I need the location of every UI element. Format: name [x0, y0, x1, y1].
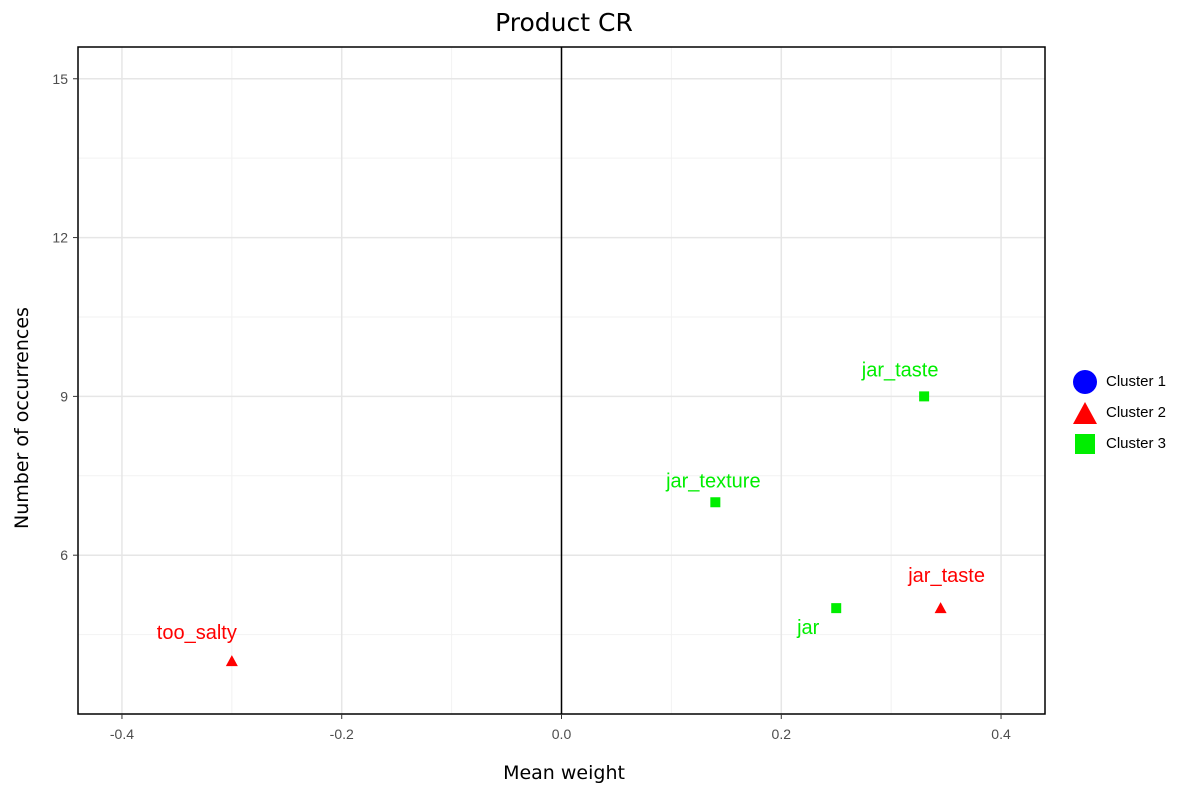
- x-tick-label: 0.4: [991, 726, 1011, 742]
- legend: Cluster 1 Cluster 2 Cluster 3: [1072, 366, 1166, 459]
- square-icon: [1072, 431, 1098, 457]
- legend-item-cluster-1: Cluster 1: [1072, 366, 1166, 397]
- legend-label: Cluster 2: [1106, 404, 1167, 421]
- x-tick-label: -0.2: [330, 726, 354, 742]
- x-tick-label: 0.2: [772, 726, 792, 742]
- legend-label: Cluster 1: [1106, 373, 1167, 390]
- data-point: [225, 655, 238, 667]
- point-label: jar: [796, 617, 820, 639]
- y-tick-label: 12: [52, 230, 68, 246]
- data-point: [919, 391, 930, 402]
- y-axis-label: Number of occurrences: [11, 307, 33, 529]
- point-label: jar_taste: [907, 565, 985, 587]
- point-label: jar_taste: [861, 359, 939, 381]
- circle-icon: [1072, 369, 1098, 395]
- x-tick-label: -0.4: [110, 726, 134, 742]
- x-tick-label: 0.0: [552, 726, 572, 742]
- legend-label: Cluster 3: [1106, 435, 1167, 452]
- y-tick-label: 6: [60, 547, 68, 563]
- x-axis-label: Mean weight: [503, 762, 625, 784]
- data-point: [710, 497, 721, 508]
- y-tick-label: 15: [52, 71, 68, 87]
- chart-title: Product CR: [495, 8, 633, 37]
- legend-item-cluster-2: Cluster 2: [1072, 397, 1166, 428]
- point-label: too_salty: [157, 622, 237, 644]
- point-label: jar_texture: [665, 470, 761, 492]
- triangle-icon: [1072, 400, 1098, 426]
- y-tick-label: 9: [60, 388, 68, 404]
- legend-item-cluster-3: Cluster 3: [1072, 428, 1166, 459]
- data-point: [831, 603, 842, 614]
- data-point: [934, 602, 947, 614]
